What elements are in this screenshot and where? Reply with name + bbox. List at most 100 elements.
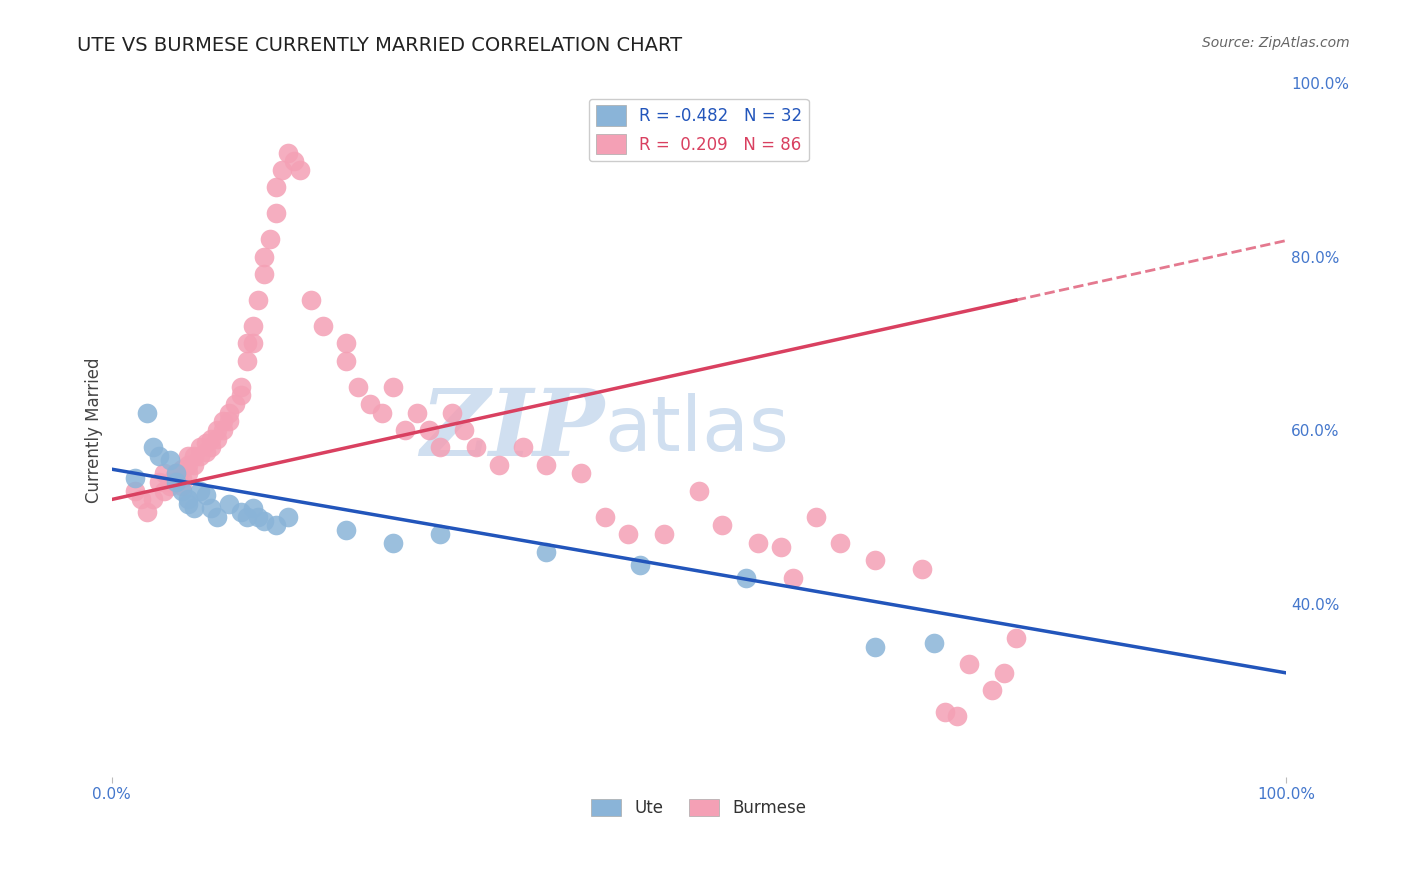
Point <box>135 506 157 520</box>
Point <box>617 527 640 541</box>
Point <box>688 483 710 498</box>
Point <box>172 483 194 498</box>
Text: atlas: atlas <box>605 393 790 467</box>
Point <box>911 562 934 576</box>
Point <box>277 145 299 160</box>
Point <box>593 509 616 524</box>
Point <box>165 475 187 490</box>
Point <box>347 380 370 394</box>
Point <box>253 514 276 528</box>
Point <box>264 180 287 194</box>
Point <box>277 509 299 524</box>
Point <box>200 441 222 455</box>
Point <box>177 497 200 511</box>
Point <box>271 163 294 178</box>
Point <box>172 479 194 493</box>
Text: UTE VS BURMESE CURRENTLY MARRIED CORRELATION CHART: UTE VS BURMESE CURRENTLY MARRIED CORRELA… <box>77 36 682 54</box>
Point <box>406 406 429 420</box>
Point <box>165 467 187 481</box>
Point <box>194 436 217 450</box>
Point <box>264 206 287 220</box>
Point <box>183 449 205 463</box>
Point <box>429 441 451 455</box>
Point <box>153 467 176 481</box>
Point <box>335 353 357 368</box>
Point <box>200 432 222 446</box>
Point <box>628 558 651 572</box>
Point <box>394 423 416 437</box>
Point <box>229 506 252 520</box>
Point <box>1005 631 1028 645</box>
Y-axis label: Currently Married: Currently Married <box>86 358 103 503</box>
Point <box>652 527 675 541</box>
Point <box>235 509 257 524</box>
Point <box>747 536 769 550</box>
Point <box>370 406 392 420</box>
Point <box>335 523 357 537</box>
Point <box>177 458 200 472</box>
Point <box>183 501 205 516</box>
Text: ZIP: ZIP <box>420 385 605 475</box>
Point <box>922 635 945 649</box>
Point <box>934 705 956 719</box>
Point <box>188 483 211 498</box>
Point <box>135 406 157 420</box>
Point <box>207 432 229 446</box>
Point <box>441 406 464 420</box>
Point <box>218 415 240 429</box>
Point <box>863 553 886 567</box>
Point <box>464 441 486 455</box>
Point <box>253 267 276 281</box>
Legend: Ute, Burmese: Ute, Burmese <box>585 792 813 824</box>
Point <box>711 518 734 533</box>
Point <box>129 492 152 507</box>
Point <box>212 423 235 437</box>
Point <box>177 492 200 507</box>
Point <box>242 501 264 516</box>
Point <box>734 570 756 584</box>
Point <box>142 441 165 455</box>
Text: Source: ZipAtlas.com: Source: ZipAtlas.com <box>1202 36 1350 50</box>
Point <box>569 467 592 481</box>
Point <box>235 353 257 368</box>
Point <box>993 665 1015 680</box>
Point <box>218 497 240 511</box>
Point <box>159 479 181 493</box>
Point <box>512 441 534 455</box>
Point <box>418 423 440 437</box>
Point <box>165 475 187 490</box>
Point <box>200 501 222 516</box>
Point <box>218 406 240 420</box>
Point <box>957 657 980 672</box>
Point <box>194 488 217 502</box>
Point <box>172 471 194 485</box>
Point <box>534 544 557 558</box>
Point <box>177 467 200 481</box>
Point <box>229 380 252 394</box>
Point <box>159 475 181 490</box>
Point <box>207 423 229 437</box>
Point <box>288 163 311 178</box>
Point <box>194 445 217 459</box>
Point <box>247 509 270 524</box>
Point <box>488 458 510 472</box>
Point <box>159 453 181 467</box>
Point <box>124 483 146 498</box>
Point <box>259 232 281 246</box>
Point <box>224 397 246 411</box>
Point <box>429 527 451 541</box>
Point <box>946 709 969 723</box>
Point <box>165 467 187 481</box>
Point <box>335 336 357 351</box>
Point <box>299 293 322 307</box>
Point <box>235 336 257 351</box>
Point <box>148 449 170 463</box>
Point <box>188 441 211 455</box>
Point <box>253 250 276 264</box>
Point <box>382 536 405 550</box>
Point <box>142 492 165 507</box>
Point <box>382 380 405 394</box>
Point <box>782 570 804 584</box>
Point <box>769 540 792 554</box>
Point <box>229 388 252 402</box>
